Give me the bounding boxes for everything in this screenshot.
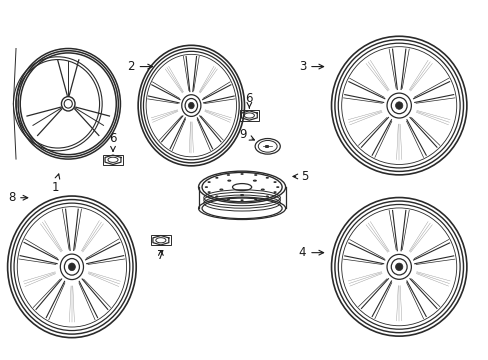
Ellipse shape bbox=[68, 263, 75, 271]
Text: 3: 3 bbox=[298, 60, 323, 73]
Text: 1: 1 bbox=[51, 174, 60, 194]
Ellipse shape bbox=[395, 263, 402, 271]
Text: 7: 7 bbox=[157, 249, 164, 262]
Ellipse shape bbox=[188, 102, 194, 109]
Text: 9: 9 bbox=[239, 128, 254, 141]
Text: 6: 6 bbox=[245, 92, 253, 108]
Ellipse shape bbox=[395, 102, 402, 109]
Text: 6: 6 bbox=[109, 132, 117, 151]
Text: 4: 4 bbox=[298, 246, 323, 259]
Text: 5: 5 bbox=[292, 170, 308, 183]
Text: 2: 2 bbox=[127, 60, 152, 73]
Text: 8: 8 bbox=[8, 191, 28, 204]
